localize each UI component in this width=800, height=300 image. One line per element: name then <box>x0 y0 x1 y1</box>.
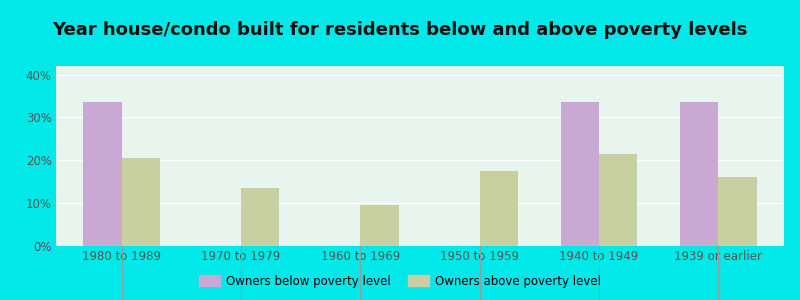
Bar <box>561 102 599 246</box>
Text: Year house/condo built for residents below and above poverty levels: Year house/condo built for residents bel… <box>52 21 748 39</box>
Bar <box>241 188 279 246</box>
Bar <box>599 154 638 246</box>
Legend: Owners below poverty level, Owners above poverty level: Owners below poverty level, Owners above… <box>195 271 605 291</box>
Bar <box>680 102 718 246</box>
Bar <box>718 177 757 246</box>
Bar <box>83 102 122 246</box>
Bar <box>122 158 160 246</box>
Bar <box>360 205 398 246</box>
Bar <box>480 171 518 246</box>
